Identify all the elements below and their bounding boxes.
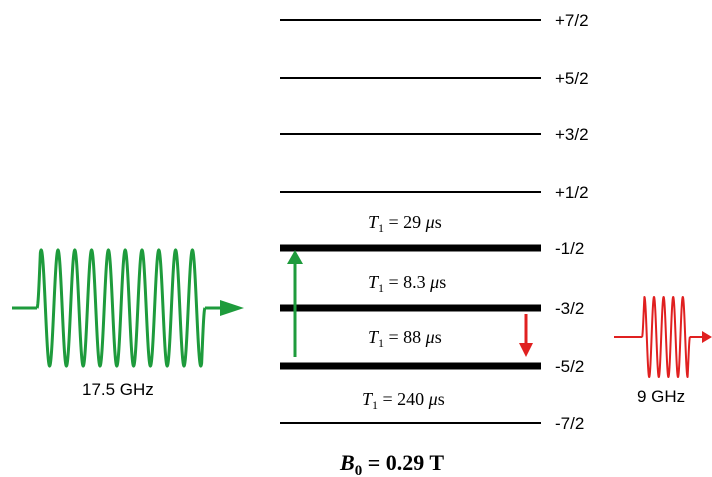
probe-transition-arrow [519, 314, 533, 357]
level-label: +7/2 [555, 11, 589, 30]
level-label: +1/2 [555, 183, 589, 202]
pump-pulse-icon [12, 248, 244, 368]
t1-label: T1 = 88 μs [368, 327, 442, 350]
energy-levels [280, 19, 541, 424]
probe-pulse-icon [614, 296, 712, 378]
relaxation-times: T1 = 29 μs T1 = 8.3 μs T1 = 88 μs T1 = 2… [362, 212, 446, 412]
t1-label: T1 = 240 μs [362, 389, 445, 412]
level-label: -1/2 [555, 239, 584, 258]
probe-frequency-label: 9 GHz [637, 387, 685, 406]
level-label: +3/2 [555, 125, 589, 144]
level-label: -3/2 [555, 299, 584, 318]
level-label: -5/2 [555, 357, 584, 376]
level-labels: +7/2 +5/2 +3/2 +1/2 -1/2 -3/2 -5/2 -7/2 [555, 11, 589, 433]
t1-label: T1 = 29 μs [368, 212, 442, 235]
magnetic-field-label: B0 = 0.29 T [339, 450, 444, 477]
pump-frequency-label: 17.5 GHz [82, 380, 154, 399]
level-label: -7/2 [555, 414, 584, 433]
level-label: +5/2 [555, 69, 589, 88]
pump-transition-arrow [287, 250, 303, 357]
t1-label: T1 = 8.3 μs [368, 272, 446, 295]
